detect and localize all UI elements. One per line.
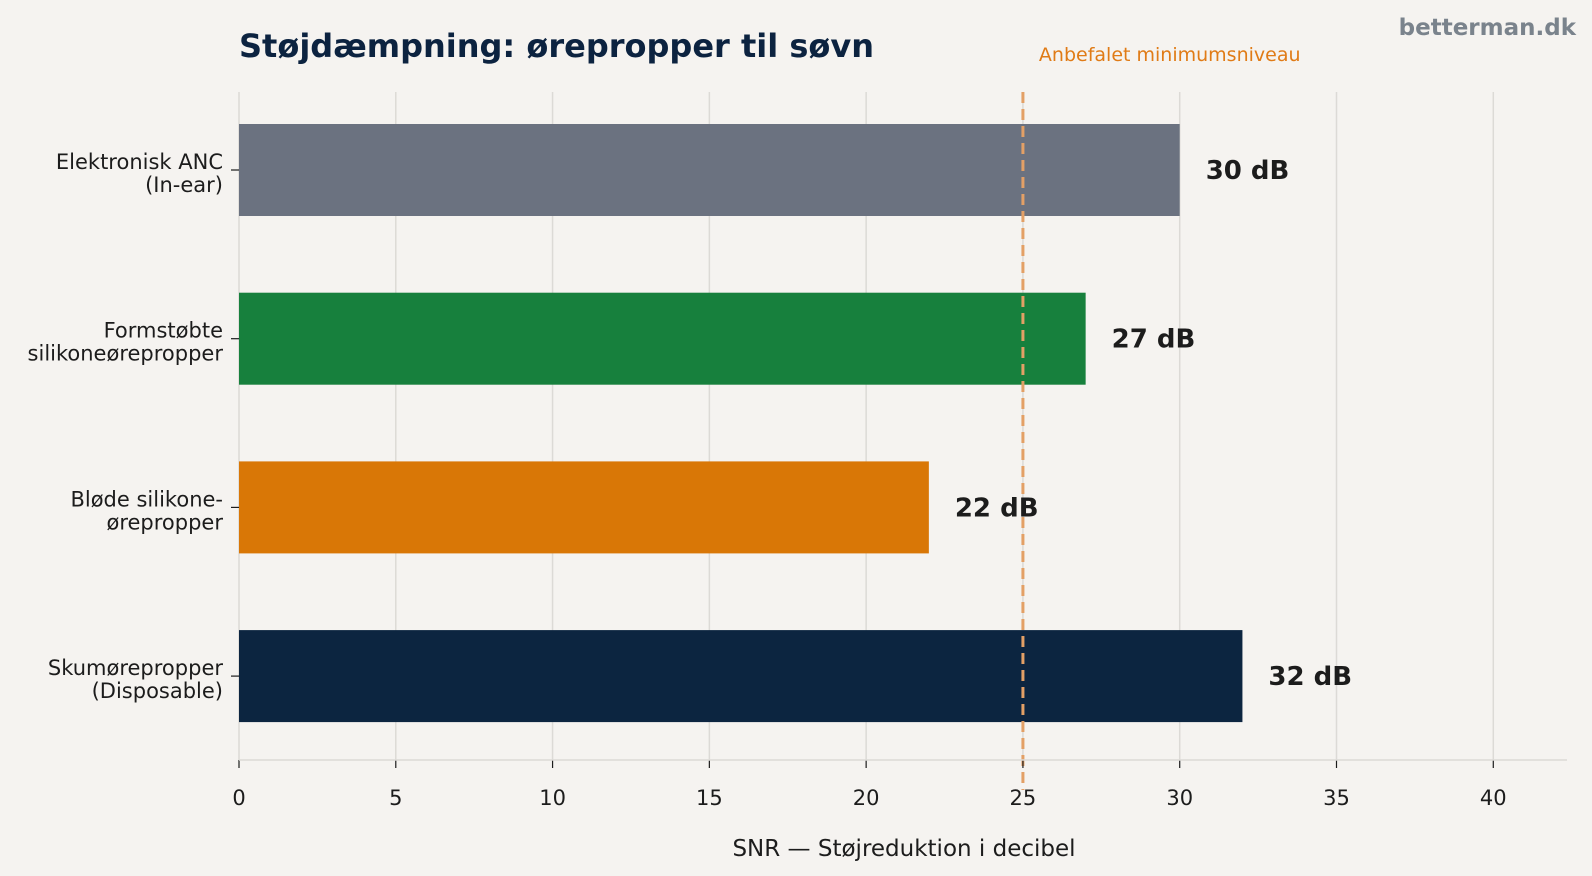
reference-line-group: Anbefalet minimumsniveau <box>1021 44 1301 790</box>
value-label: 32 dB <box>1268 662 1352 692</box>
bar <box>239 630 1243 723</box>
x-tick-label: 35 <box>1323 786 1350 810</box>
bar <box>239 292 1086 385</box>
x-tick-label: 25 <box>1010 786 1037 810</box>
category-label: Skumørepropper <box>48 656 223 680</box>
x-tick-label: 15 <box>696 786 723 810</box>
category-label: silikoneørepropper <box>28 342 224 366</box>
x-tick-label: 20 <box>853 786 880 810</box>
category-label: (Disposable) <box>92 679 223 703</box>
category-label: Bløde silikone- <box>70 487 223 511</box>
value-labels: 30 dB 27 dB 22 dB 32 dB <box>955 156 1352 692</box>
category-label: Elektronisk ANC <box>56 150 223 174</box>
value-label: 22 dB <box>955 493 1039 523</box>
reference-line-label: Anbefalet minimumsniveau <box>1039 44 1301 66</box>
category-label: (In-ear) <box>145 173 223 197</box>
category-labels: Elektronisk ANC(In-ear) Formstøbtesilikon… <box>28 150 239 703</box>
x-tick-label: 30 <box>1166 786 1193 810</box>
bar <box>239 124 1180 216</box>
brand-watermark: betterman.dk <box>1399 15 1577 41</box>
x-tick-label: 40 <box>1480 786 1507 810</box>
x-axis-title: SNR — Støjreduktion i decibel <box>732 836 1075 862</box>
x-tick-label: 5 <box>389 786 402 810</box>
category-label: Formstøbte <box>104 319 223 343</box>
bars <box>239 124 1243 723</box>
x-tick-label: 0 <box>232 786 245 810</box>
value-label: 30 dB <box>1206 156 1290 186</box>
bar <box>239 461 929 554</box>
x-axis: 0 5 10 15 20 25 30 35 40 <box>232 759 1567 810</box>
x-tick-label: 10 <box>539 786 566 810</box>
category-label: ørepropper <box>106 510 223 534</box>
value-label: 27 dB <box>1112 325 1196 355</box>
chart-title: Støjdæmpning: ørepropper til søvn <box>239 27 874 65</box>
